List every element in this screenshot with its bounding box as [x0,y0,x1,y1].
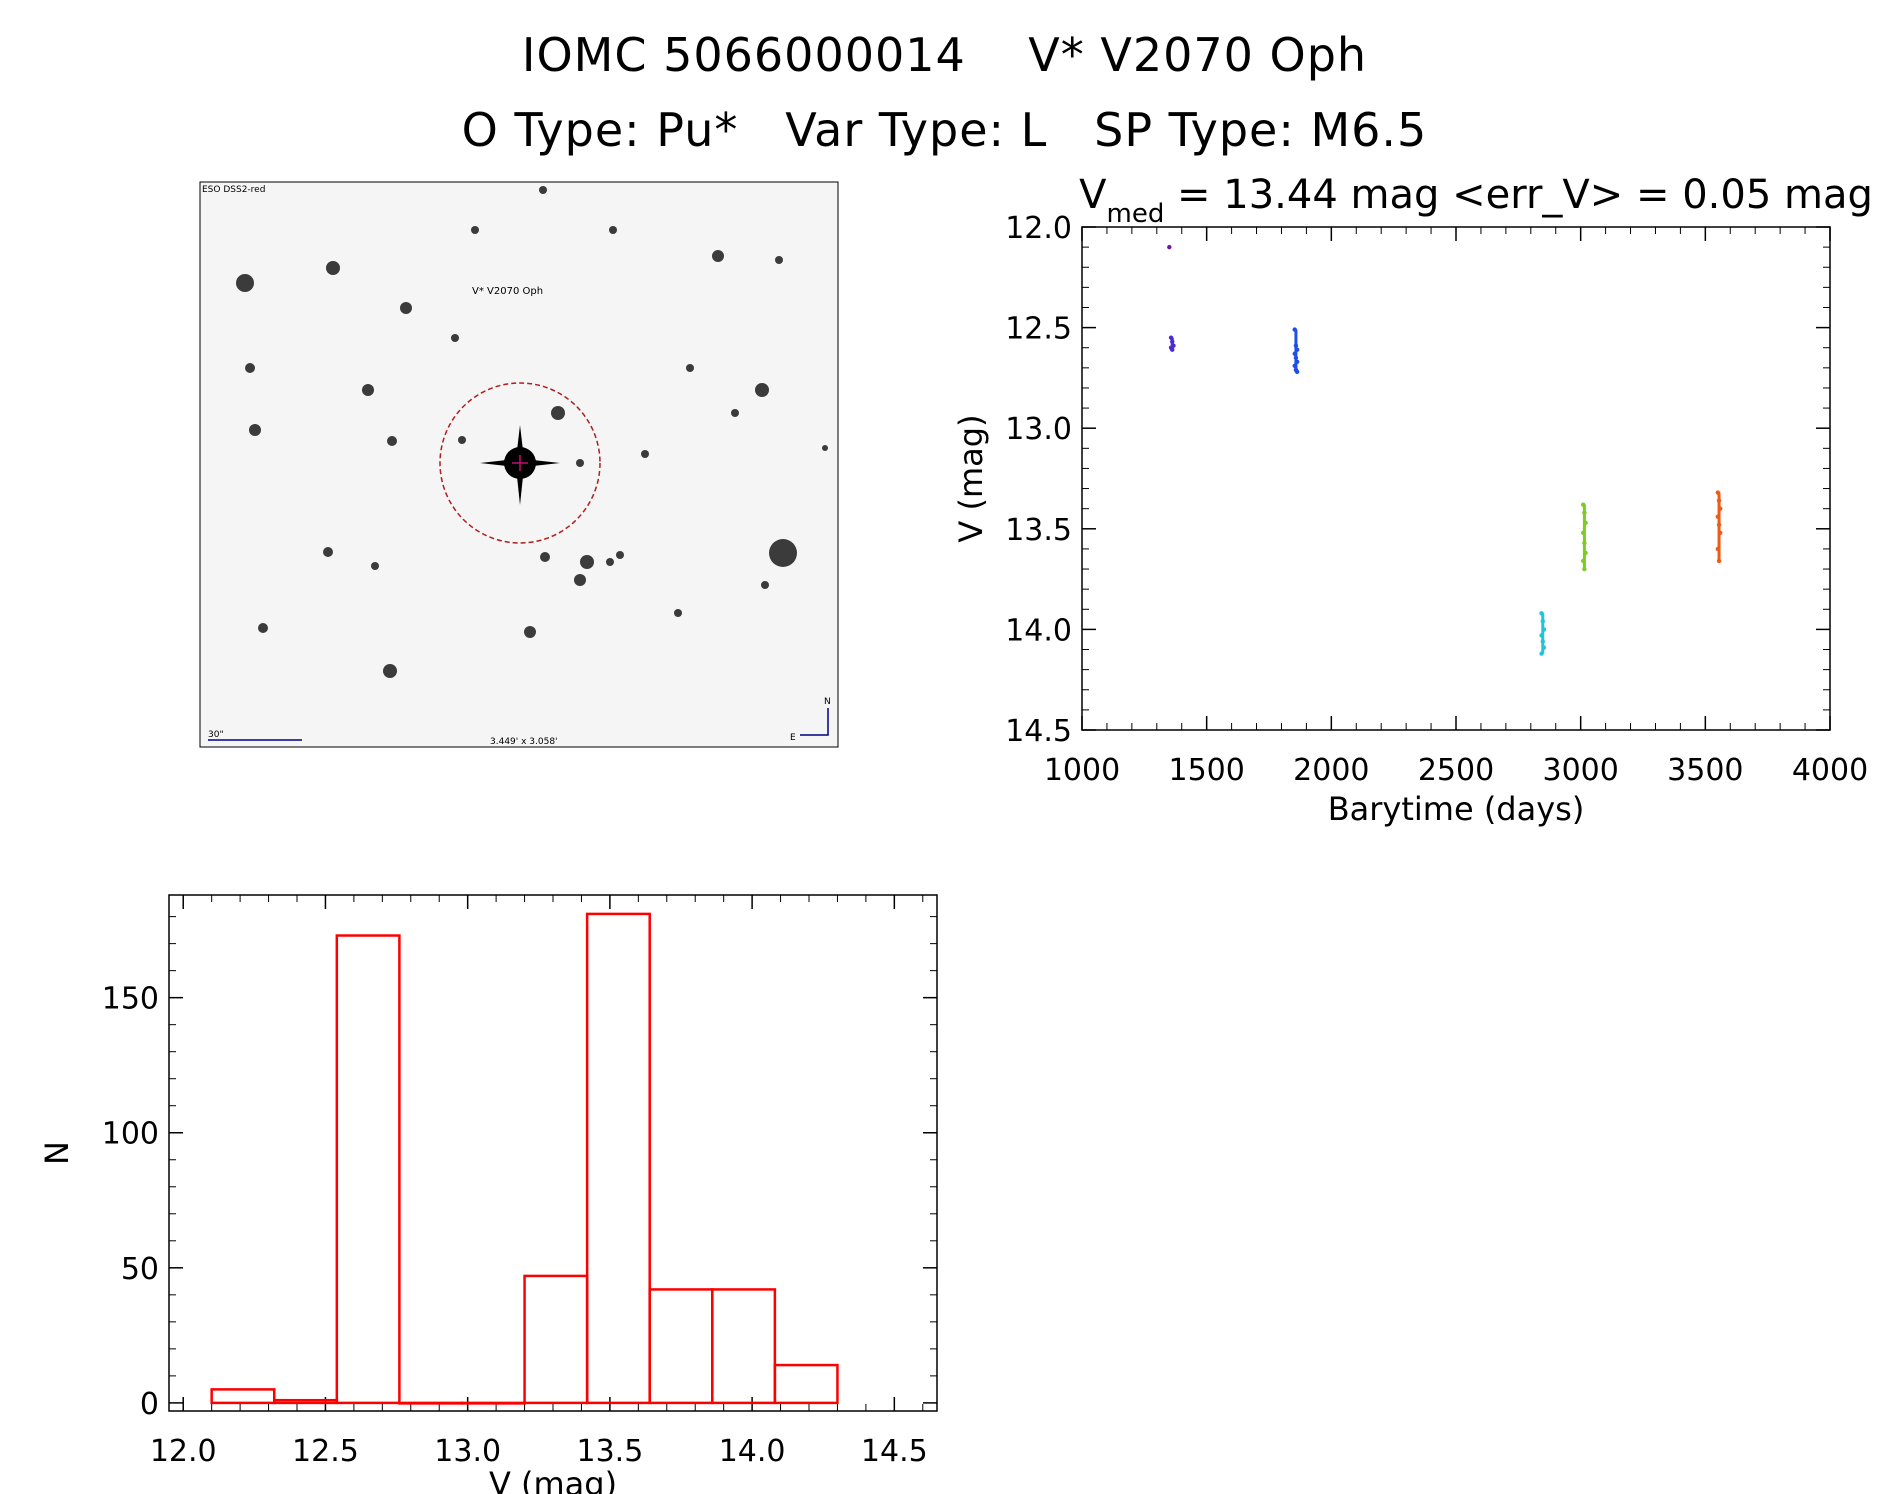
y-tick-label: 13.5 [1005,513,1072,548]
histogram-bar [585,912,651,1405]
histogram-x-label: V (mag) [489,1465,617,1494]
histogram-bars [210,912,839,1405]
field-star [371,562,379,570]
page-subtitle: O Type: Pu* Var Type: L SP Type: M6.5 [461,103,1428,157]
histogram-ticks: 12.0 12.5 13.0 13.5 14.0 14.5 0 50 100 150 [102,895,937,1469]
field-star [387,436,397,446]
x-tick-label: 14.5 [861,1434,928,1469]
x-tick-label: 12.0 [150,1434,217,1469]
light-curve-title-sub: med [1107,199,1165,229]
x-tick-label: 13.0 [434,1434,501,1469]
histogram-y-label: N [38,1141,76,1165]
histogram-bar [523,1274,589,1405]
y-tick-label: 12.5 [1005,312,1072,347]
compass-icon [800,708,829,736]
east-label: E [790,733,796,743]
histogram-bar [335,934,401,1405]
field-star [258,623,268,633]
data-point [1167,244,1172,250]
x-tick-label: 1000 [1044,753,1120,788]
x-tick-label: 13.5 [576,1434,643,1469]
survey-label: ESO DSS2-red [202,185,265,195]
light-curve-frame [1081,226,1831,731]
field-star [606,558,614,566]
y-tick-label: 100 [102,1117,159,1152]
target-star-icon [439,382,601,544]
histogram-chart: 12.0 12.5 13.0 13.5 14.0 14.5 0 50 100 150 V (mag… [38,894,938,1494]
field-star [326,261,340,275]
y-tick-label: 0 [140,1387,159,1422]
field-star [755,383,769,397]
field-star [540,552,550,562]
field-star [822,445,828,451]
field-star [769,539,797,567]
field-star [245,363,255,373]
light-curve-title-rest: = 13.44 mag <err_V> = 0.05 mag [1164,172,1873,218]
light-curve-title: Vmed = 13.44 mag <err_V> = 0.05 mag [1079,172,1873,229]
y-tick-label: 13.0 [1005,412,1072,447]
field-star [674,609,682,617]
field-star [580,555,594,569]
x-tick-label: 12.5 [292,1434,359,1469]
field-star [383,664,397,678]
north-label: N [824,697,831,707]
x-tick-label: 2500 [1418,753,1494,788]
y-tick-label: 12.0 [1005,211,1072,246]
field-star [712,250,724,262]
field-star [576,459,584,467]
light-curve-title-main: V [1079,172,1107,218]
histogram-bar [648,1288,714,1405]
field-star [524,626,536,638]
x-tick-label: 14.0 [719,1434,786,1469]
field-star [400,302,412,314]
field-star [362,384,374,396]
field-star [731,409,739,417]
field-star [458,436,466,444]
field-star [323,547,333,557]
field-star [451,334,459,342]
histogram-bar [398,1401,464,1405]
finder-stars [236,186,828,678]
x-tick-label: 3500 [1667,753,1743,788]
field-star [761,581,769,589]
page-title: IOMC 5066000014 V* V2070 Oph [521,28,1368,82]
field-star [775,256,783,264]
x-tick-label: 4000 [1792,753,1868,788]
light-curve-x-label: Barytime (days) [1328,790,1585,828]
x-tick-label: 3000 [1542,753,1618,788]
finder-image: ESO DSS2-red V* V2070 Oph 30" 3.449' x 3… [199,181,839,748]
field-star [551,406,565,420]
y-tick-label: 14.0 [1005,613,1072,648]
x-tick-label: 2000 [1293,753,1369,788]
field-star [539,186,547,194]
light-curve-ticks: 1000 1500 2000 2500 3000 3500 4000 12.0 12.5 13.0… [1005,211,1868,788]
light-curve-chart: 1000 1500 2000 2500 3000 3500 4000 12.0 12.5 13.0… [952,172,1873,828]
y-tick-label: 50 [121,1252,159,1287]
light-curve-y-label: V (mag) [952,414,990,542]
target-label: V* V2070 Oph [472,286,543,297]
histogram-bar [272,1398,339,1405]
light-curve-points [1167,244,1723,656]
target-circle [439,382,601,544]
field-star [471,226,479,234]
field-star [236,274,254,292]
x-tick-label: 1500 [1168,753,1244,788]
histogram-bar [210,1388,276,1405]
y-tick-label: 14.5 [1005,714,1072,749]
field-star [609,226,617,234]
scale-label: 30" [208,730,224,740]
field-star [574,574,586,586]
field-star [249,424,261,436]
histogram-bar [460,1401,526,1405]
histogram-bar [773,1363,839,1405]
field-star [616,551,624,559]
y-tick-label: 150 [102,982,159,1017]
histogram-bar [711,1288,777,1405]
histogram-frame [168,894,938,1412]
field-star [686,364,694,372]
field-star [641,450,649,458]
fov-label: 3.449' x 3.058' [490,737,558,747]
